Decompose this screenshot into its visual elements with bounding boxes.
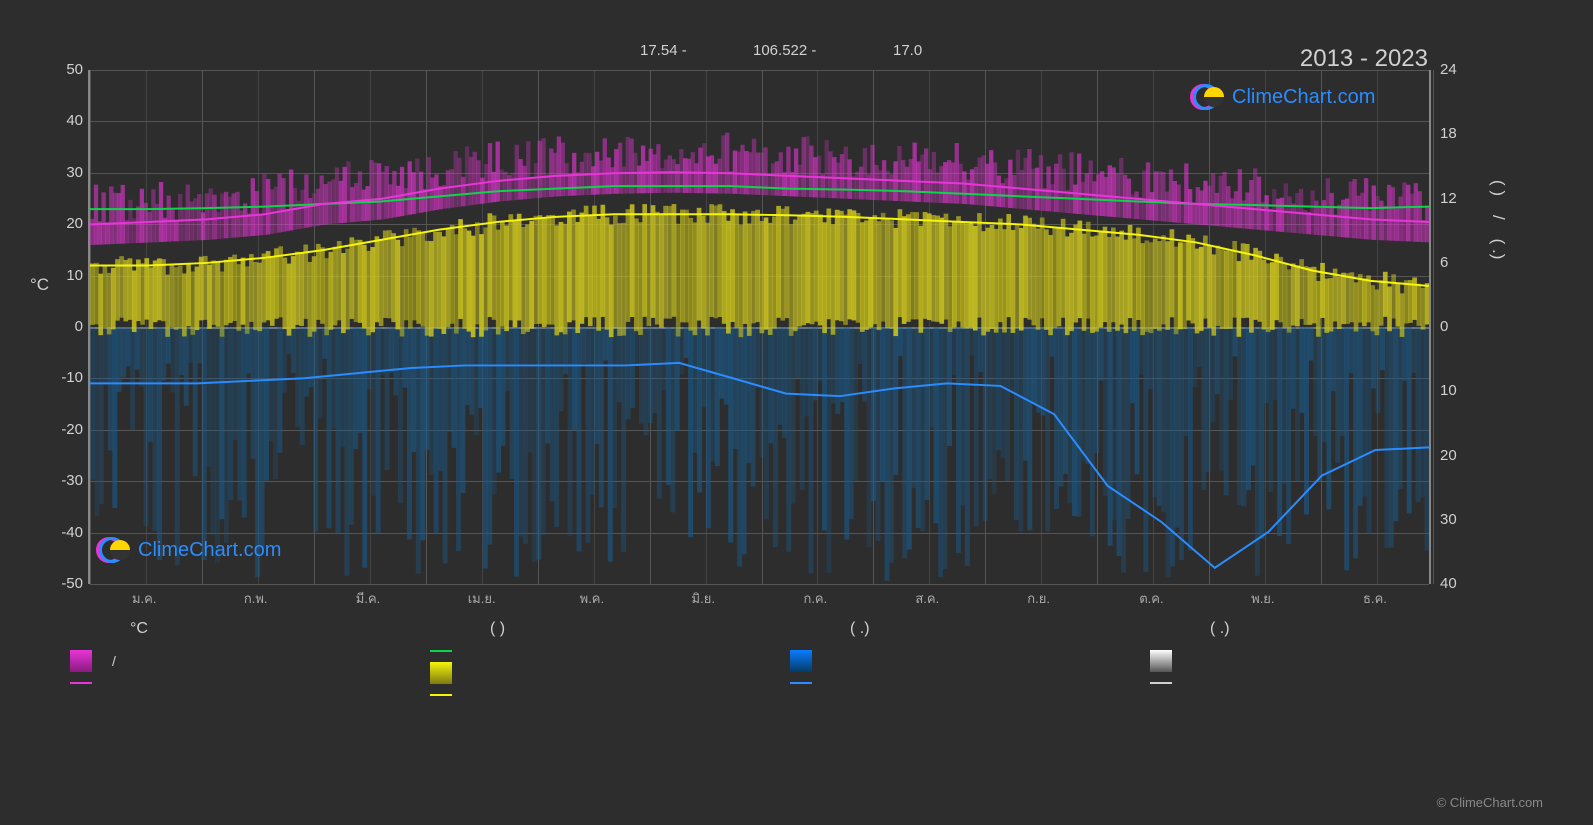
left-tick-label: -50	[43, 575, 83, 592]
legend-item	[1150, 650, 1510, 672]
month-label: ธ.ค.	[1363, 588, 1387, 609]
legend: °C/( )( .)( .)	[70, 620, 1510, 714]
right-tick-lower: 30	[1440, 511, 1480, 528]
right-tick-upper: 18	[1440, 125, 1480, 142]
legend-group-title: °C	[70, 620, 430, 638]
month-label: พ.ย.	[1251, 588, 1274, 609]
right-tick-lower: 40	[1440, 575, 1480, 592]
precip-band	[90, 327, 1429, 581]
maxtemp-band	[90, 133, 1429, 245]
legend-group-title: ( )	[430, 620, 790, 638]
left-tick-label: 20	[43, 215, 83, 232]
legend-item	[70, 682, 430, 684]
legend-item	[430, 650, 790, 652]
month-label: พ.ค.	[580, 588, 605, 609]
swatch-icon	[1150, 650, 1172, 672]
legend-item	[790, 682, 1150, 684]
swatch-icon	[790, 682, 812, 684]
chart-plot-area	[88, 70, 1431, 584]
right-tick-upper: 24	[1440, 61, 1480, 78]
logo-icon	[96, 535, 132, 565]
left-tick-label: -10	[43, 369, 83, 386]
legend-group-title: ( .)	[790, 620, 1150, 638]
coord-elev: 17.0	[893, 42, 922, 59]
right-axis-unit: ( ) / ( .)	[1488, 180, 1508, 259]
left-tick-label: 40	[43, 112, 83, 129]
legend-label: /	[112, 653, 116, 669]
brand-logo-top: ClimeChart.com	[1190, 82, 1375, 112]
copyright: © ClimeChart.com	[1437, 795, 1543, 810]
month-label: ต.ค.	[1139, 588, 1163, 609]
month-label: ก.พ.	[244, 588, 268, 609]
right-tick-lower: 20	[1440, 447, 1480, 464]
left-tick-label: 0	[43, 318, 83, 335]
month-label: ก.ย.	[1027, 588, 1050, 609]
logo-icon	[1190, 82, 1226, 112]
swatch-icon	[70, 682, 92, 684]
left-tick-label: -20	[43, 421, 83, 438]
right-tick-lower: 10	[1440, 382, 1480, 399]
legend-item	[430, 662, 790, 684]
legend-item	[790, 650, 1150, 672]
swatch-icon	[430, 662, 452, 684]
month-label: ก.ค.	[803, 588, 827, 609]
brand-logo-bottom: ClimeChart.com	[96, 535, 281, 565]
swatch-icon	[790, 650, 812, 672]
year-range: 2013 - 2023	[1300, 45, 1428, 73]
left-tick-label: -40	[43, 524, 83, 541]
coord-lat: 17.54 -	[640, 42, 687, 59]
coord-lon: 106.522 -	[753, 42, 816, 59]
legend-group-title: ( .)	[1150, 620, 1510, 638]
legend-item	[430, 694, 790, 696]
left-tick-label: 10	[43, 267, 83, 284]
left-tick-label: -30	[43, 472, 83, 489]
brand-name: ClimeChart.com	[1232, 86, 1375, 109]
swatch-icon	[70, 650, 92, 672]
legend-item: /	[70, 650, 430, 672]
brand-name: ClimeChart.com	[138, 539, 281, 562]
left-tick-label: 50	[43, 61, 83, 78]
legend-item	[1150, 682, 1510, 684]
right-tick-upper: 12	[1440, 190, 1480, 207]
right-tick-upper: 6	[1440, 254, 1480, 271]
left-tick-label: 30	[43, 164, 83, 181]
swatch-icon	[1150, 682, 1172, 684]
swatch-icon	[430, 650, 452, 652]
month-label: มี.ค.	[356, 588, 381, 609]
month-label: ส.ค.	[915, 588, 939, 609]
swatch-icon	[430, 694, 452, 696]
right-tick-upper: 0	[1440, 318, 1480, 335]
month-label: มิ.ย.	[692, 588, 715, 609]
month-label: ม.ค.	[132, 588, 157, 609]
month-label: เม.ย.	[468, 588, 496, 609]
